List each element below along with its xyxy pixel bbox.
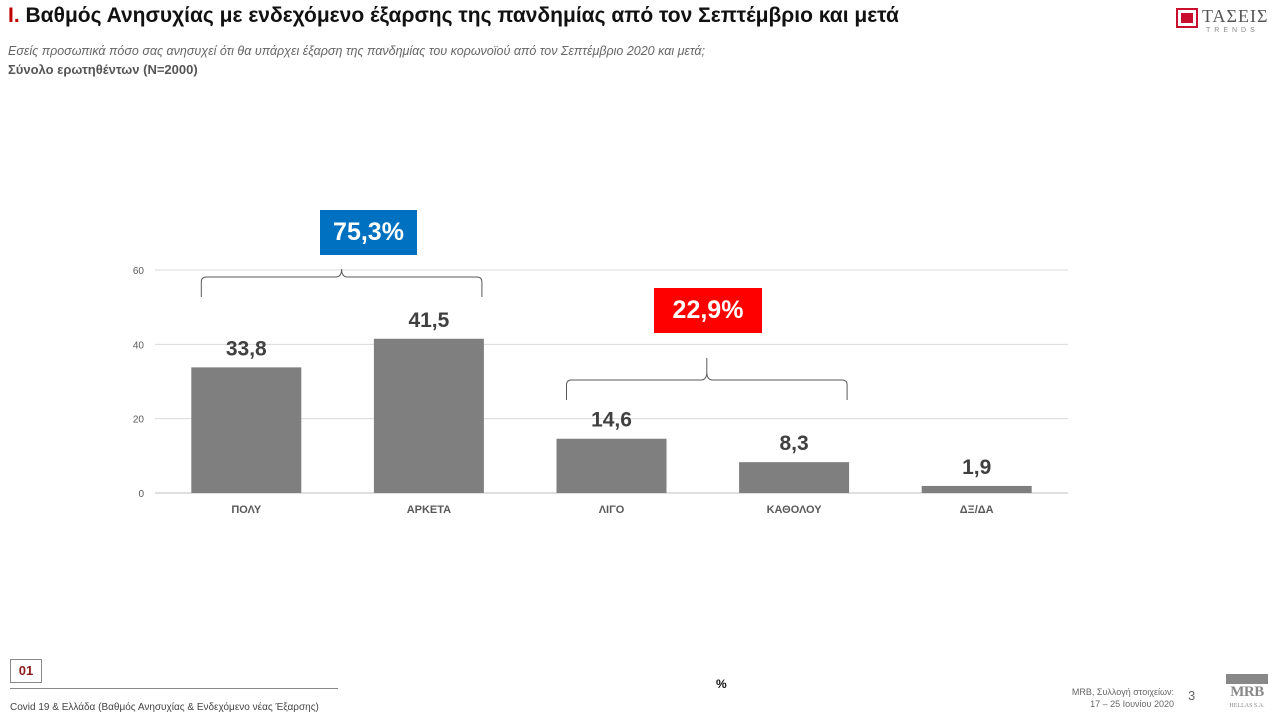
x-tick-label: ΔΞ/ΔΑ xyxy=(960,504,994,516)
group-total-callout-high: 75,3% xyxy=(320,210,417,255)
data-label: 1,9 xyxy=(962,456,991,479)
data-label: 8,3 xyxy=(779,432,808,455)
data-label: 33,8 xyxy=(226,337,267,360)
bar xyxy=(556,438,667,493)
sample-base: Σύνολο ερωτηθέντων (N=2000) xyxy=(8,62,198,77)
x-tick-label: ΑΡΚΕΤΑ xyxy=(407,504,451,516)
footer-divider xyxy=(10,688,338,689)
bar xyxy=(191,367,302,493)
title-text: Βαθμός Ανησυχίας με ενδεχόμενο έξαρσης τ… xyxy=(25,4,899,27)
page-title: I. Βαθμός Ανησυχίας με ενδεχόμενο έξαρση… xyxy=(8,4,899,28)
logo-mark-icon xyxy=(1176,8,1198,28)
data-label: 41,5 xyxy=(408,309,449,332)
bar xyxy=(373,338,484,493)
unit-label: % xyxy=(716,677,727,691)
title-number: I. xyxy=(8,4,20,27)
x-tick-label: ΛΙΓΟ xyxy=(599,504,625,516)
data-label: 14,6 xyxy=(591,409,632,432)
group-brace xyxy=(200,268,483,297)
mrb-logo-sub: HELLAS S.A. xyxy=(1229,703,1265,709)
page-number: 3 xyxy=(1188,688,1196,703)
bar xyxy=(739,462,850,493)
group-total-callout-low: 22,9% xyxy=(654,288,762,333)
logo-bar xyxy=(1226,674,1268,684)
logo-name: ΤΑΣΕΙΣ xyxy=(1202,6,1269,26)
section-tag: 01 xyxy=(10,659,42,683)
source-line-2: 17 – 25 Ιουνίου 2020 xyxy=(1090,699,1174,709)
question-text: Εσείς προσωπικά πόσο σας ανησυχεί ότι θα… xyxy=(8,44,706,58)
x-tick-label: ΚΑΘΟΛΟΥ xyxy=(767,504,823,516)
y-tick-label: 0 xyxy=(138,489,144,500)
mrb-logo: MRB HELLAS S.A. xyxy=(1226,674,1268,712)
group-brace xyxy=(566,371,848,400)
source-line-1: MRB, Συλλογή στοιχείων: xyxy=(1071,687,1174,697)
logo-sub: TRENDS xyxy=(1206,27,1259,34)
y-tick-label: 60 xyxy=(133,266,145,277)
mrb-logo-name: MRB xyxy=(1230,684,1264,700)
tasis-trends-logo: ΤΑΣΕΙΣ TRENDS xyxy=(1176,6,1268,34)
x-tick-label: ΠΟΛΥ xyxy=(231,504,262,516)
y-tick-label: 40 xyxy=(133,340,145,351)
bar xyxy=(921,485,1032,493)
source-note: MRB, Συλλογή στοιχείων: 17 – 25 Ιουνίου … xyxy=(1000,686,1174,710)
footer-description: Covid 19 & Ελλάδα (Βαθμός Ανησυχίας & Εν… xyxy=(10,702,319,713)
y-tick-label: 20 xyxy=(133,415,145,426)
